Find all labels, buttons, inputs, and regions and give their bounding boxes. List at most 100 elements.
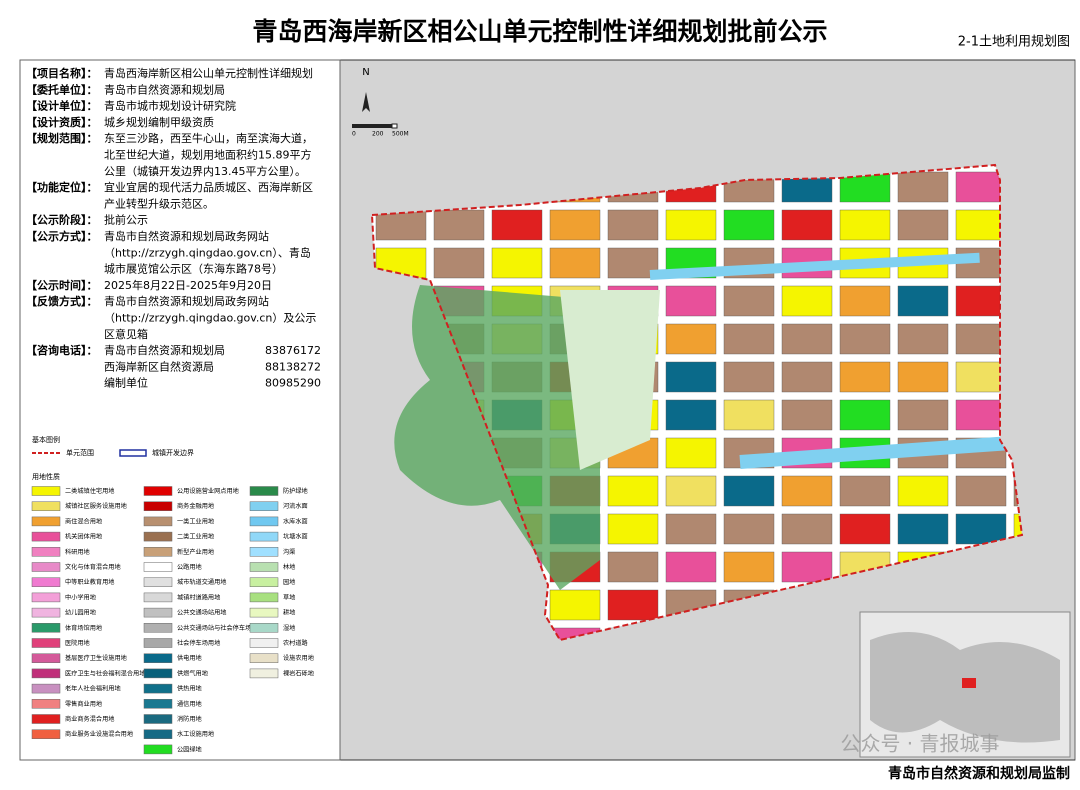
land-block (665, 551, 717, 583)
land-block (607, 209, 659, 241)
legend-label: 水库水面 (283, 517, 308, 525)
land-block (781, 361, 833, 393)
legend-label: 耕地 (283, 609, 295, 617)
legend-swatch (249, 577, 279, 587)
legend-swatch (31, 562, 61, 572)
info-label: 【反馈方式】： (26, 294, 98, 308)
legend-swatch (143, 699, 173, 709)
legend-swatch (249, 516, 279, 527)
legend-swatch (31, 486, 61, 496)
north-arrow (362, 92, 370, 112)
legend-label: 湿地 (283, 624, 295, 632)
legend-label: 中等职业教育用地 (65, 578, 115, 586)
land-block (1013, 513, 1022, 545)
legend-swatch (143, 729, 173, 739)
land-block (665, 209, 717, 241)
legend-swatch (143, 486, 173, 496)
info-value: 2025年8月22日-2025年9月20日 (104, 278, 272, 292)
land-block (665, 437, 717, 469)
legend-label: 河流水面 (283, 502, 308, 510)
legend-swatch (249, 623, 279, 633)
land-block (433, 209, 485, 241)
legend-label: 机关团体用地 (65, 533, 102, 541)
legend-swatch (143, 562, 173, 572)
land-block (665, 513, 717, 545)
legend-label: 科研用地 (65, 548, 90, 556)
land-block (781, 551, 833, 583)
legend-label: 坑塘水面 (283, 533, 308, 541)
river (649, 252, 980, 280)
forest-area (560, 290, 660, 470)
land-block (781, 513, 833, 545)
land-block (781, 399, 833, 431)
land-block (723, 323, 775, 355)
land-block (607, 247, 659, 279)
legend-label: 供燃气用地 (177, 669, 208, 677)
legend-swatch (249, 638, 279, 648)
legend-swatch (249, 562, 279, 572)
land-block (897, 513, 949, 545)
legend-dev-sample (119, 449, 147, 457)
legend-swatch (31, 577, 61, 587)
info-value: 公里（城镇开发边界内13.45平方公里）。 (104, 164, 306, 178)
legend-label: 园地 (283, 578, 295, 586)
watermark: 公众号 · 青报城事 (840, 732, 999, 756)
legend-swatch (143, 547, 173, 557)
land-block (897, 323, 949, 355)
land-block (897, 399, 949, 431)
legend-label: 公路用地 (177, 563, 202, 571)
legend-label: 文化与体育混合用地 (65, 563, 121, 571)
info-value: 城乡规划编制甲级资质 (104, 115, 214, 129)
legend-swatch (143, 516, 173, 527)
legend-swatch (143, 501, 173, 511)
info-value: 城市展览馆公示区（东海东路78号） (104, 262, 283, 276)
land-block (723, 475, 775, 507)
land-block (839, 209, 891, 241)
land-block (607, 475, 659, 507)
land-block (955, 323, 1007, 355)
land-block (665, 475, 717, 507)
river (739, 436, 1010, 469)
legend-heading: 基本图例 (32, 435, 60, 444)
north-label: N (362, 67, 369, 78)
legend-label: 单元范围 (66, 448, 94, 457)
info-value: 东至三沙路，西至牛心山，南至滨海大道， (104, 131, 313, 145)
legend-label: 裸岩石砾地 (283, 669, 314, 677)
land-block (723, 551, 775, 583)
legend-swatch (249, 547, 279, 557)
legend-swatch (31, 623, 61, 633)
land-block (955, 209, 1007, 241)
land-block (723, 513, 775, 545)
legend-swatch (143, 577, 173, 587)
contact-phone: 88138272 (265, 360, 321, 373)
land-block (723, 361, 775, 393)
legend-swatch (143, 638, 173, 648)
legend-label: 设施农用地 (283, 654, 314, 662)
land-block (897, 171, 949, 203)
land-block (897, 285, 949, 317)
legend-swatch (31, 653, 61, 663)
contact-name: 西海岸新区自然资源局 (104, 359, 214, 373)
contact-phone: 83876172 (265, 344, 321, 357)
land-block (723, 285, 775, 317)
info-label: 【公示方式】： (26, 229, 98, 243)
info-value: 青岛市城市规划设计研究院 (104, 99, 236, 113)
land-block (665, 285, 717, 317)
land-block (781, 209, 833, 241)
legend-swatch (249, 501, 279, 511)
legend-label: 二类工业用地 (177, 533, 214, 541)
legend-swatch (31, 516, 61, 527)
legend-swatch (31, 531, 61, 542)
info-label: 【项目名称】： (26, 66, 98, 80)
legend-label: 林地 (283, 563, 295, 571)
legend-label: 二类城镇住宅用地 (65, 487, 115, 495)
land-block (955, 399, 1007, 431)
scale-label: 500M (392, 131, 409, 138)
legend-swatch (31, 607, 61, 618)
legend-label: 水工设施用地 (177, 730, 214, 738)
unit-boundary (370, 163, 1024, 642)
land-block (433, 247, 485, 279)
scale-label: 200 (372, 131, 384, 138)
legend-label: 公共交通场站与社会停车场混合用地 (177, 624, 276, 632)
legend-label: 消防用地 (177, 715, 202, 723)
